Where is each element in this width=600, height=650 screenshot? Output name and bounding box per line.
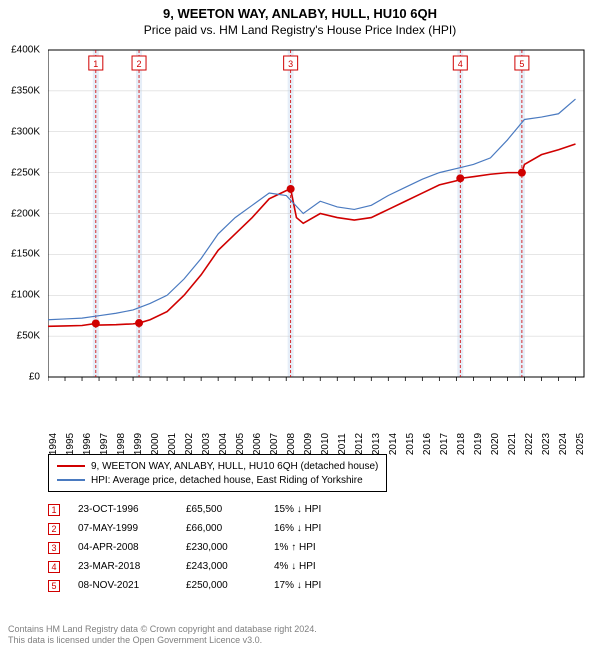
tx-price: £66,000 [186,523,256,534]
x-tick-label: 1995 [65,433,76,455]
legend: 9, WEETON WAY, ANLABY, HULL, HU10 6QH (d… [48,454,387,492]
transactions-table: 1 23-OCT-1996 £65,500 15% ↓ HPI 2 07-MAY-1999… [48,500,364,595]
x-tick-label: 2005 [235,433,246,455]
price-chart: 1 2 3 4 5 [48,46,588,401]
legend-label: 9, WEETON WAY, ANLABY, HULL, HU10 6QH (d… [91,461,378,472]
y-tick-label: £50K [17,331,40,342]
x-tick-label: 1996 [82,433,93,455]
tx-marker: 5 [48,580,60,592]
table-row: 2 07-MAY-1999 £66,000 16% ↓ HPI [48,519,364,538]
x-tick-label: 1999 [133,433,144,455]
tx-date: 04-APR-2008 [78,542,168,553]
y-axis: £0£50K£100K£150K£200K£250K£300K£350K£400… [0,46,44,376]
x-tick-label: 2003 [201,433,212,455]
tx-marker: 3 [48,542,60,554]
x-tick-label: 2016 [422,433,433,455]
data-attribution: Contains HM Land Registry data © Crown c… [8,624,317,646]
svg-text:1: 1 [93,59,98,69]
tx-pct: 16% ↓ HPI [274,523,364,534]
tx-date: 23-MAR-2018 [78,561,168,572]
chart-svg: 1 2 3 4 5 [48,46,588,401]
tx-price: £230,000 [186,542,256,553]
legend-label: HPI: Average price, detached house, East… [91,475,363,486]
y-tick-label: £200K [11,208,40,219]
y-tick-label: £0 [29,372,40,383]
tx-price: £65,500 [186,504,256,515]
tx-price: £243,000 [186,561,256,572]
legend-swatch [57,479,85,481]
x-tick-label: 2012 [354,433,365,455]
x-tick-label: 2014 [388,433,399,455]
y-tick-label: £400K [11,45,40,56]
y-tick-label: £350K [11,85,40,96]
x-tick-label: 2009 [303,433,314,455]
x-tick-label: 2018 [456,433,467,455]
x-tick-label: 2000 [150,433,161,455]
footer-line-2: This data is licensed under the Open Gov… [8,635,317,646]
table-row: 4 23-MAR-2018 £243,000 4% ↓ HPI [48,557,364,576]
tx-date: 07-MAY-1999 [78,523,168,534]
tx-date: 08-NOV-2021 [78,580,168,591]
x-tick-label: 2024 [558,433,569,455]
x-tick-label: 2017 [439,433,450,455]
legend-item: HPI: Average price, detached house, East… [57,473,378,487]
tx-date: 23-OCT-1996 [78,504,168,515]
tx-price: £250,000 [186,580,256,591]
y-tick-label: £250K [11,167,40,178]
tx-pct: 17% ↓ HPI [274,580,364,591]
tx-marker: 2 [48,523,60,535]
x-tick-label: 1997 [99,433,110,455]
x-tick-label: 2011 [337,433,348,455]
x-tick-label: 2013 [371,433,382,455]
y-tick-label: £100K [11,290,40,301]
tx-pct: 1% ↑ HPI [274,542,364,553]
legend-swatch [57,465,85,467]
x-tick-label: 2001 [167,433,178,455]
page-title: 9, WEETON WAY, ANLABY, HULL, HU10 6QH [0,6,600,21]
svg-text:2: 2 [137,59,142,69]
svg-text:5: 5 [519,59,524,69]
tx-marker: 4 [48,561,60,573]
x-axis: 1994199519961997199819992000200120022003… [48,404,588,450]
x-tick-label: 2004 [218,433,229,455]
x-tick-label: 2021 [507,433,518,455]
x-tick-label: 2002 [184,433,195,455]
tx-pct: 15% ↓ HPI [274,504,364,515]
x-tick-label: 2007 [269,433,280,455]
x-tick-label: 2008 [286,433,297,455]
x-tick-label: 1998 [116,433,127,455]
x-tick-label: 2025 [575,433,586,455]
y-tick-label: £300K [11,126,40,137]
x-tick-label: 2006 [252,433,263,455]
y-tick-label: £150K [11,249,40,260]
x-tick-label: 2015 [405,433,416,455]
x-tick-label: 2019 [473,433,484,455]
tx-marker: 1 [48,504,60,516]
svg-text:4: 4 [458,59,463,69]
table-row: 1 23-OCT-1996 £65,500 15% ↓ HPI [48,500,364,519]
table-row: 3 04-APR-2008 £230,000 1% ↑ HPI [48,538,364,557]
x-tick-label: 1994 [48,433,59,455]
x-tick-label: 2023 [541,433,552,455]
svg-text:3: 3 [288,59,293,69]
page-subtitle: Price paid vs. HM Land Registry's House … [0,23,600,37]
x-tick-label: 2010 [320,433,331,455]
legend-item: 9, WEETON WAY, ANLABY, HULL, HU10 6QH (d… [57,459,378,473]
footer-line-1: Contains HM Land Registry data © Crown c… [8,624,317,635]
x-tick-label: 2020 [490,433,501,455]
tx-pct: 4% ↓ HPI [274,561,364,572]
table-row: 5 08-NOV-2021 £250,000 17% ↓ HPI [48,576,364,595]
x-tick-label: 2022 [524,433,535,455]
